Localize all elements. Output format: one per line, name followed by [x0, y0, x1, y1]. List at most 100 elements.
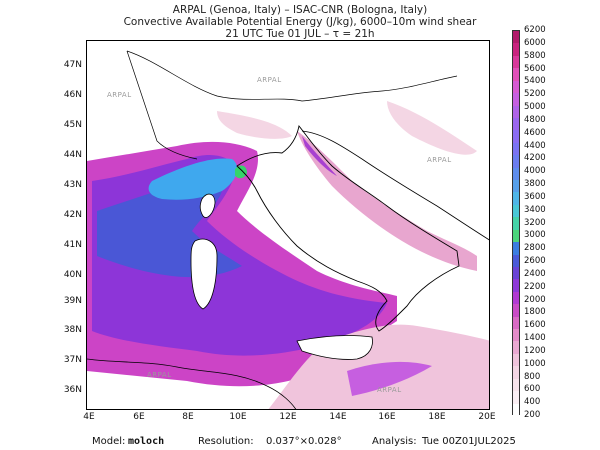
colorbar-label: 5200	[524, 89, 546, 100]
colorbar-segment	[513, 142, 519, 156]
colorbar-segment	[513, 167, 519, 181]
colorbar-segment	[513, 80, 519, 94]
colorbar-segment	[513, 180, 519, 193]
italy-coastline	[236, 124, 460, 332]
watermark-2: ARPAL	[257, 76, 282, 84]
lon-label-10e: 10E	[229, 412, 247, 422]
sardinia-island	[190, 238, 218, 310]
map-panel[interactable]: ARPAL ARPAL ARPAL ARPAL ARPAL	[86, 40, 490, 410]
colorbar-segment	[513, 254, 519, 268]
header-line-1: ARPAL (Genoa, Italy) – ISAC-CNR (Bologna…	[172, 4, 428, 16]
cape-field-ionian-purple	[347, 361, 432, 396]
colorbar-label: 6000	[524, 37, 546, 48]
cape-map	[87, 41, 489, 409]
colorbar-segment	[513, 403, 519, 417]
colorbar-segment	[513, 130, 519, 144]
colorbar-label: 1800	[524, 307, 546, 318]
colorbar-segment	[513, 366, 519, 380]
watermark-5: ARPAL	[377, 386, 402, 394]
watermark-3: ARPAL	[427, 156, 452, 164]
colorbar-label: 5000	[524, 102, 546, 112]
colorbar-segment	[513, 316, 519, 330]
colorbar-label: 2200	[524, 281, 546, 292]
lat-label-39n: 39N	[63, 296, 82, 306]
colorbar-segment	[513, 204, 519, 218]
colorbar-segment	[513, 341, 519, 355]
colorbar-label: 3600	[524, 191, 546, 202]
alps-border	[126, 50, 458, 102]
africa-coastline	[87, 358, 297, 409]
colorbar-label: 5600	[524, 63, 546, 74]
colorbar-label: 2000	[524, 294, 546, 305]
colorbar-label: 4800	[524, 114, 546, 125]
colorbar-segment	[513, 229, 519, 243]
colorbar-segment	[513, 117, 519, 131]
model-value: moloch	[128, 436, 165, 447]
analysis-value: Tue 00Z01JUL2025	[422, 436, 516, 447]
colorbar-label: 4200	[524, 153, 546, 164]
colorbar-label: 4600	[524, 127, 546, 138]
colorbar-segment	[513, 304, 519, 318]
watermark-4: ARPAL	[147, 371, 172, 379]
header-line-2: Convective Available Potential Energy (J…	[123, 16, 477, 28]
colorbar-label: 200	[524, 410, 541, 420]
lat-label-42n: 42N	[63, 210, 82, 220]
lat-label-47n: 47N	[63, 60, 82, 70]
colorbar-label: 4400	[524, 140, 546, 151]
colorbar-label: 5400	[524, 76, 546, 87]
colorbar-segment	[513, 68, 519, 82]
resolution-value: 0.037°×0.028°	[266, 436, 342, 447]
colorbar-label: 1400	[524, 333, 546, 343]
colorbar-segment	[513, 329, 519, 342]
lon-label-18e: 18E	[428, 412, 446, 422]
lon-label-4e: 4E	[83, 412, 95, 422]
colorbar-label: 2400	[524, 268, 546, 279]
lat-label-36n: 36N	[63, 385, 82, 395]
colorbar-label: 1200	[524, 345, 546, 356]
lon-label-16e: 16E	[378, 412, 396, 422]
colorbar-segment	[513, 378, 519, 392]
colorbar-label: 4000	[524, 166, 546, 177]
colorbar-label: 3800	[524, 179, 546, 189]
colorbar-segment	[513, 279, 519, 293]
lon-label-20e: 20E	[478, 412, 496, 422]
cape-patch-po-valley	[217, 111, 292, 139]
lon-label-14e: 14E	[329, 412, 347, 422]
colorbar-segment	[513, 291, 519, 305]
lat-label-43n: 43N	[63, 180, 82, 190]
colorbar-label: 1600	[524, 320, 546, 331]
cape-field-max	[235, 165, 247, 179]
lon-label-6e: 6E	[133, 412, 145, 422]
analysis-label: Analysis:	[372, 436, 417, 447]
lat-label-46n: 46N	[63, 90, 82, 100]
cape-field-peak	[148, 158, 238, 200]
colorbar-segment	[513, 93, 519, 106]
lon-label-8e: 8E	[182, 412, 194, 422]
colorbar-segment	[513, 217, 519, 231]
model-label: Model:	[92, 436, 126, 447]
lat-label-41n: 41N	[63, 240, 82, 250]
france-border	[126, 50, 198, 160]
colorbar-label: 3400	[524, 204, 546, 215]
colorbar-label: 2800	[524, 243, 546, 254]
colorbar-segment	[513, 105, 519, 119]
colorbar-label: 3000	[524, 230, 546, 241]
colorbar-segment	[513, 242, 519, 256]
corsica-island	[199, 193, 216, 218]
colorbar	[512, 30, 520, 417]
colorbar-segment	[513, 266, 519, 280]
colorbar-segment	[513, 31, 519, 44]
lat-label-38n: 38N	[63, 325, 82, 335]
lat-label-40n: 40N	[63, 270, 82, 280]
lon-label-12e: 12E	[279, 412, 297, 422]
colorbar-segment	[513, 353, 519, 367]
colorbar-segment	[513, 391, 519, 405]
colorbar-label: 1000	[524, 358, 546, 369]
colorbar-segment	[513, 192, 519, 206]
colorbar-segment	[513, 155, 519, 169]
watermark-1: ARPAL	[107, 91, 132, 99]
colorbar-segment	[513, 55, 519, 69]
header-line-3: 21 UTC Tue 01 JUL – τ = 21h	[225, 28, 375, 40]
lat-label-45n: 45N	[63, 120, 82, 130]
colorbar-label: 400	[524, 397, 541, 408]
